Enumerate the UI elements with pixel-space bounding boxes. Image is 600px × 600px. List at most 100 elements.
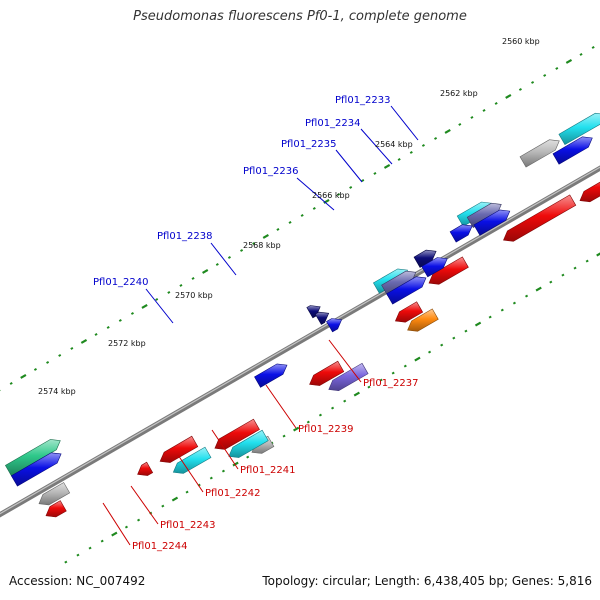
scale-tick bbox=[106, 326, 110, 329]
gene-label: Pfl01_2240 bbox=[93, 277, 149, 288]
scale-tick bbox=[353, 391, 360, 397]
gene-label: Pfl01_2235 bbox=[281, 139, 337, 150]
scale-tick bbox=[414, 356, 421, 362]
label-leader-line bbox=[360, 128, 393, 165]
scale-tick bbox=[337, 193, 341, 196]
scale-tick bbox=[391, 371, 395, 375]
scale-tick bbox=[531, 81, 535, 84]
gene-label: Pfl01_2236 bbox=[243, 166, 299, 177]
scale-tick bbox=[80, 339, 88, 344]
gene-feature bbox=[228, 429, 269, 458]
scale-tick bbox=[46, 361, 50, 364]
scale-tick bbox=[318, 413, 322, 417]
scale-tick bbox=[300, 214, 304, 217]
gene-feature bbox=[10, 452, 62, 487]
scale-tick bbox=[20, 374, 27, 379]
scale-tick bbox=[596, 252, 600, 257]
label-leader-line bbox=[390, 105, 419, 141]
scale-tick bbox=[70, 347, 74, 350]
scale-tick bbox=[9, 382, 13, 385]
scale-tick bbox=[500, 308, 504, 312]
scale-tick bbox=[276, 228, 280, 231]
backbone-highlight bbox=[0, 166, 600, 515]
scale-tick bbox=[179, 284, 183, 287]
scale-tick bbox=[482, 109, 486, 112]
gene-label: Pfl01_2238 bbox=[157, 231, 213, 242]
scale-tick bbox=[288, 221, 292, 224]
scale-tick bbox=[518, 88, 522, 91]
scale-tick bbox=[579, 53, 583, 56]
gene-features bbox=[4, 112, 600, 518]
scale-tick-label: 2562 kbp bbox=[440, 89, 478, 98]
scale-tick bbox=[240, 249, 244, 252]
scale-tick bbox=[215, 263, 219, 266]
gene-feature bbox=[306, 305, 321, 319]
label-leader-line bbox=[177, 454, 204, 493]
scale-tick bbox=[282, 434, 286, 438]
scale-tick bbox=[505, 94, 512, 99]
scale-tick bbox=[440, 343, 444, 347]
label-leader-line bbox=[130, 485, 159, 525]
scale-tick bbox=[555, 67, 559, 70]
scale-tick bbox=[343, 399, 347, 403]
scale-tick-label: 2568 kbp bbox=[243, 241, 281, 250]
scale-tick-label: 2572 kbp bbox=[108, 339, 146, 348]
scale-tick bbox=[464, 329, 468, 333]
label-leader-line bbox=[210, 242, 237, 276]
scale-tick bbox=[488, 315, 492, 319]
scale-tick bbox=[535, 286, 542, 292]
scale-tick bbox=[161, 504, 165, 508]
scale-tick bbox=[331, 406, 335, 410]
gene-feature bbox=[449, 224, 473, 243]
scale-tick bbox=[130, 312, 134, 315]
scale-tick bbox=[227, 256, 231, 259]
scale-tick bbox=[421, 144, 425, 147]
scale-tick bbox=[452, 336, 456, 340]
gene-label: Pfl01_2237 bbox=[363, 378, 419, 389]
scale-tick bbox=[94, 333, 98, 336]
scale-tick bbox=[367, 385, 371, 389]
gene-label: Pfl01_2233 bbox=[335, 95, 391, 106]
scale-tick-label: 2560 kbp bbox=[502, 37, 540, 46]
gene-label: Pfl01_2242 bbox=[205, 488, 261, 499]
label-leader-lines bbox=[102, 105, 419, 546]
gene-feature bbox=[159, 435, 199, 463]
gene-feature bbox=[428, 256, 469, 285]
gene-feature bbox=[503, 194, 577, 242]
gene-feature bbox=[314, 311, 330, 325]
accession-text: Accession: NC_007492 bbox=[9, 574, 146, 588]
gene-feature bbox=[421, 257, 448, 278]
gene-feature bbox=[519, 139, 560, 168]
scale-tick bbox=[373, 172, 377, 175]
scale-tick bbox=[470, 116, 474, 119]
scale-tick bbox=[246, 455, 250, 459]
gene-feature bbox=[558, 112, 600, 146]
label-leader-line bbox=[335, 149, 363, 183]
scale-tick bbox=[111, 531, 118, 537]
scale-tick bbox=[403, 364, 407, 368]
gene-feature bbox=[394, 301, 424, 323]
scale-tick bbox=[397, 158, 401, 161]
gene-feature bbox=[309, 360, 345, 386]
label-leader-line bbox=[211, 429, 239, 470]
scale-tick bbox=[512, 301, 516, 305]
label-leader-line bbox=[145, 288, 174, 324]
label-leader-line bbox=[296, 177, 335, 211]
gene-feature bbox=[473, 209, 511, 236]
scale-tick bbox=[549, 280, 553, 284]
label-leader-line bbox=[328, 339, 362, 383]
scale-tick bbox=[64, 560, 68, 564]
scale-tick bbox=[191, 277, 195, 280]
gene-feature bbox=[326, 318, 343, 333]
scale-tick-label: 2566 kbp bbox=[312, 191, 350, 200]
scale-tick bbox=[252, 242, 256, 245]
backbone-line bbox=[0, 165, 600, 518]
scale-tick bbox=[202, 269, 209, 274]
scale-tick bbox=[221, 469, 225, 473]
gene-feature bbox=[38, 482, 71, 506]
gene-feature bbox=[328, 362, 369, 392]
genome-summary-text: Topology: circular; Length: 6,438,405 bp… bbox=[262, 574, 592, 588]
scale-tick bbox=[167, 291, 171, 294]
scale-tick bbox=[171, 496, 179, 502]
